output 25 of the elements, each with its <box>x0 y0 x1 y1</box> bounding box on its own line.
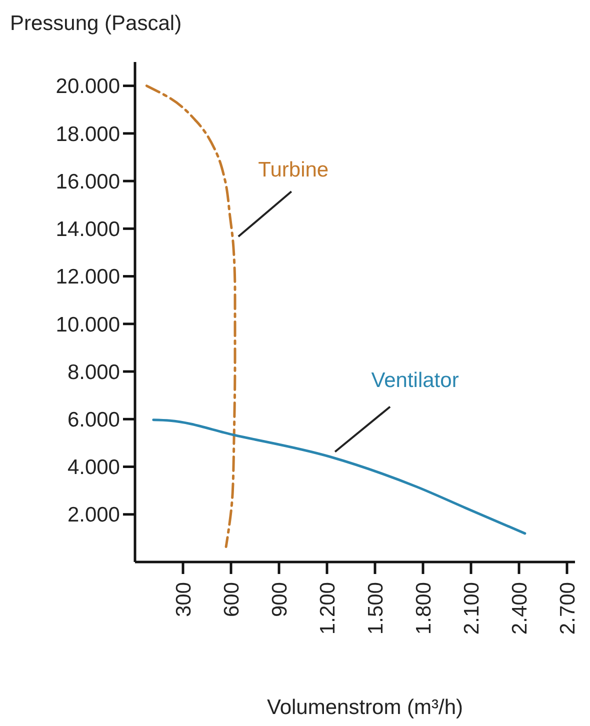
x-tick-label: 2.100 <box>460 582 484 635</box>
y-axis-title: Pressung (Pascal) <box>10 12 182 35</box>
x-tick-label: 900 <box>268 582 292 618</box>
x-tick-label: 1.800 <box>412 582 436 635</box>
y-tick-label: 18.000 <box>56 122 120 146</box>
x-tick-label: 2.400 <box>508 582 532 635</box>
y-tick-label: 8.000 <box>67 360 120 384</box>
y-tick-label: 2.000 <box>67 504 120 527</box>
x-tick-label: 2.700 <box>556 582 580 635</box>
y-tick-label: 14.000 <box>56 218 120 242</box>
y-tick-label: 4.000 <box>67 456 120 480</box>
y-tick-label: 12.000 <box>56 266 120 289</box>
x-tick-label: 1.200 <box>316 582 340 635</box>
x-tick-label: 1.500 <box>364 582 388 635</box>
y-tick-label: 16.000 <box>56 170 120 194</box>
x-axis-title: Volumenstrom (m³/h) <box>266 696 464 719</box>
y-tick-label: 10.000 <box>56 313 120 336</box>
x-tick-label: 600 <box>220 582 244 618</box>
series-label: Turbine <box>258 158 329 182</box>
x-tick-label: 300 <box>172 582 196 618</box>
y-tick-label: 6.000 <box>67 408 120 432</box>
text: Ventilator <box>371 368 459 392</box>
y-tick-label: 20.000 <box>56 75 120 98</box>
line-series <box>152 418 526 535</box>
line-series <box>145 84 236 548</box>
